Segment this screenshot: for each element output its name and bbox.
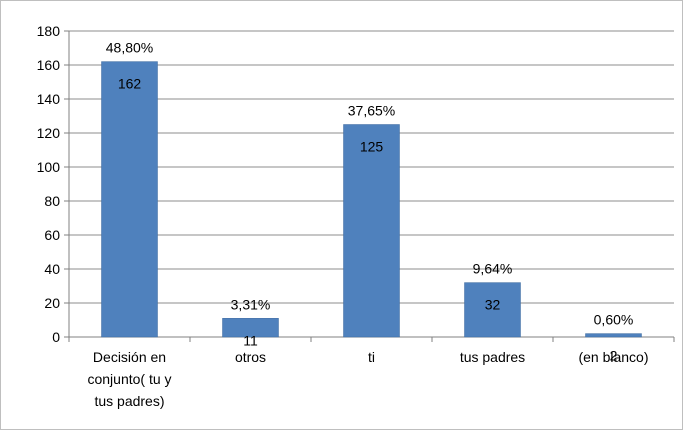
x-axis-category-labels: Decisión en conjunto( tu y tus padres) otro… [87,349,648,409]
value-label: 32 [485,297,501,313]
x-category-label: otros [235,349,266,365]
y-tick-label: 20 [44,295,60,311]
x-category-label: Decisión en [93,349,166,365]
y-tick-label: 140 [37,91,61,107]
x-category-label: tus padres) [94,393,164,409]
y-tick-label: 80 [44,193,60,209]
percent-label: 3,31% [231,296,271,312]
x-category-label: (en blanco) [578,349,648,365]
y-tick-label: 60 [44,227,60,243]
x-category-label: ti [368,349,375,365]
bars [101,61,642,338]
value-label: 125 [360,139,384,155]
value-label: 2 [610,348,618,364]
bar [464,282,521,338]
y-axis-tick-labels: 0 20 40 60 80 100 120 140 160 180 [37,23,61,345]
percent-label: 9,64% [473,261,513,277]
x-category-label: tus padres [460,349,525,365]
y-tick-label: 40 [44,261,60,277]
bar [101,61,158,338]
y-tick-label: 180 [37,23,61,39]
bar [585,333,642,338]
percent-label: 0,60% [594,312,634,328]
y-tick-label: 100 [37,159,61,175]
data-labels: 162 48,80% 11 3,31% 125 37,65% 32 9,64% 2 0,60% [106,40,634,364]
y-tick-label: 120 [37,125,61,141]
percent-label: 37,65% [348,103,395,119]
percent-label: 48,80% [106,40,153,56]
bar [343,124,400,338]
y-tick-label: 160 [37,57,61,73]
value-label: 162 [118,76,142,92]
bar [222,318,279,338]
x-category-label: conjunto( tu y [87,371,171,387]
value-label: 11 [243,332,258,348]
y-tick-label: 0 [52,329,60,345]
